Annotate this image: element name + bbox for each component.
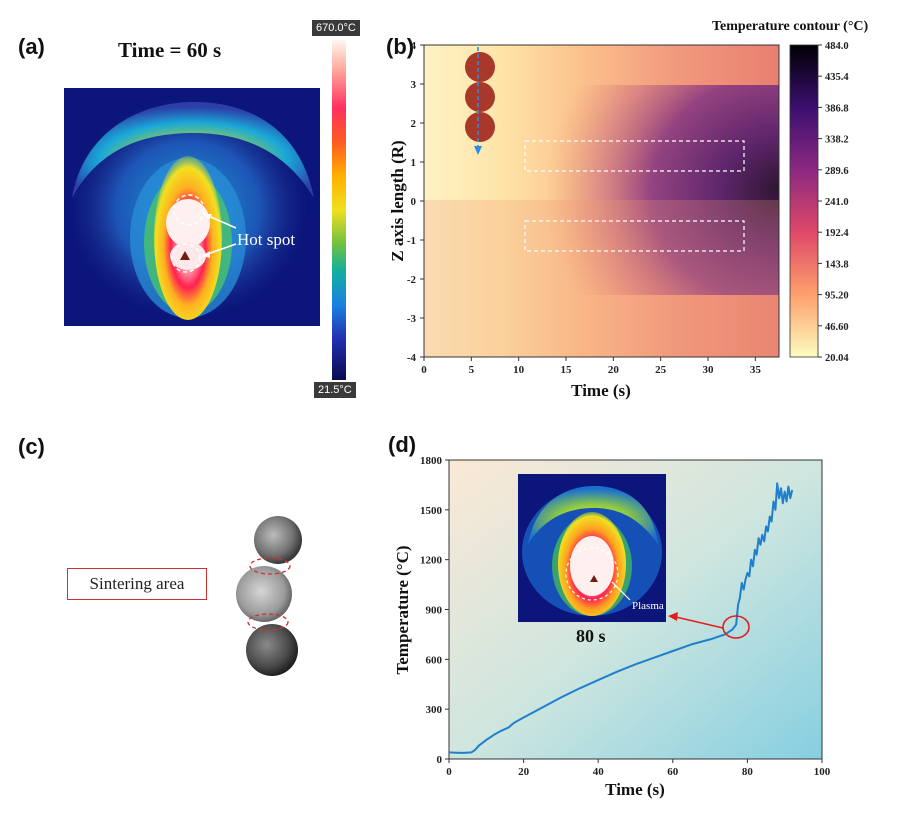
inset-time-label: 80 s: [576, 626, 606, 646]
sphere-upper: [254, 516, 302, 564]
temperature-ytick-label: 600: [426, 654, 443, 666]
contour-chart: 484.0 435.4 386.8 338.2 289.6 241.0 192.4 143.8…: [388, 40, 849, 400]
colorbar-tick-label: 289.6: [825, 166, 849, 177]
colorbar-tick-label: 143.8: [825, 259, 849, 270]
contour-xlabel: Time (s): [571, 381, 631, 400]
contour-ytick-label: 0: [411, 196, 417, 208]
inset-triangle-icon: [590, 575, 598, 582]
colorbar-tick-label: 192.4: [825, 228, 849, 239]
colorbar-tick-label: 241.0: [825, 197, 849, 208]
temperature-xtick-label: 60: [667, 766, 679, 778]
colorbar-tick-label: 95.20: [825, 291, 849, 302]
sphere-middle: [465, 82, 495, 112]
contour-ylabel: Z axis length (R): [388, 140, 407, 261]
temperature-ytick-label: 300: [426, 704, 443, 716]
hot-spot-marker-upper: [173, 194, 205, 226]
temperature-xtick-label: 0: [446, 766, 452, 778]
temperature-ytick-label: 900: [426, 605, 443, 617]
temperature-ytick-label: 0: [437, 754, 443, 766]
contour-xtick-label: 10: [513, 364, 525, 376]
temperature-xtick-label: 20: [518, 766, 530, 778]
contour-xtick-label: 30: [703, 364, 715, 376]
panel-a: Time = 60 s: [0, 0, 380, 410]
contour-xtick-label: 0: [421, 364, 427, 376]
contour-ytick-label: 3: [411, 79, 417, 91]
temperature-xtick-label: 80: [742, 766, 754, 778]
contour-ytick-label: -2: [407, 274, 417, 286]
arrow-down-icon: [474, 146, 482, 155]
sintered-spheres-photo: [236, 516, 302, 676]
sphere-center: [236, 566, 292, 622]
temperature-xtick-label: 40: [593, 766, 605, 778]
contour-title: Temperature contour (°C): [712, 19, 869, 34]
panel-label-b: (b): [386, 34, 415, 59]
sphere-top: [465, 52, 495, 82]
contour-ytick-label: 2: [411, 118, 417, 130]
panel-d: 0 20 40 60 80 100 0 300 600 900 1200 1500 1800 Time…: [380, 420, 923, 814]
contour-xtick-label: 35: [750, 364, 762, 376]
contour-ytick-label: 4: [411, 40, 417, 52]
thermal-scale-max: 670.0°C: [312, 20, 360, 36]
inset-plasma-arrow: [611, 581, 631, 601]
thermal-scale-min: 21.5°C: [314, 382, 356, 398]
contour-ytick-label: 1: [411, 157, 417, 169]
panel-label-d: (d): [388, 432, 417, 457]
thermal-colorbar: [332, 40, 346, 380]
contour-colorbar: [789, 44, 819, 358]
triangle-marker-icon: [180, 251, 190, 260]
region-box-lower: [524, 220, 745, 252]
temperature-ytick-label: 1500: [420, 505, 443, 517]
inset-plasma-circle: [565, 547, 619, 601]
hot-spot-marker-lower: [171, 243, 201, 273]
contour-xtick-label: 15: [561, 364, 573, 376]
sphere-bottom: [465, 112, 495, 142]
inset-plasma-label: Plasma: [632, 600, 664, 612]
sintering-area-label: Sintering area: [67, 568, 207, 600]
temperature-ylabel: Temperature (°C): [393, 545, 412, 674]
contour-ytick-label: -1: [407, 235, 416, 247]
plasma-onset-marker: [722, 615, 750, 639]
temperature-series-line: [448, 482, 794, 754]
panel-c: Sintering area: [0, 420, 380, 814]
colorbar-tick-label: 386.8: [825, 103, 849, 114]
sintering-neck-lower: [247, 613, 289, 631]
temperature-ytick-label: 1800: [420, 455, 443, 467]
contour-xtick-label: 25: [655, 364, 667, 376]
hot-spot-label: Hot spot: [237, 230, 296, 249]
inset-thermal-image: [518, 474, 666, 622]
panel-label-c: (c): [18, 434, 45, 459]
contour-ytick-label: -3: [407, 313, 417, 325]
temperature-ytick-label: 1200: [420, 555, 443, 567]
colorbar-tick-label: 20.04: [825, 353, 849, 364]
contour-xtick-label: 20: [608, 364, 620, 376]
sintering-neck-upper: [249, 557, 291, 575]
colorbar-tick-label: 435.4: [825, 72, 849, 83]
colorbar-tick-label: 338.2: [825, 135, 849, 146]
thermal-image: [64, 88, 320, 326]
sphere-lower: [246, 624, 298, 676]
panel-label-a: (a): [18, 34, 45, 59]
colorbar-tick-label: 484.0: [825, 41, 849, 52]
region-box-upper: [524, 140, 745, 172]
panel-b: Temperature contour (°C): [385, 0, 923, 410]
thermal-time-label: Time = 60 s: [118, 38, 222, 62]
plasma-pointer-arrow: [675, 616, 724, 629]
contour-xtick-label: 5: [469, 364, 475, 376]
contour-ytick-label: -4: [407, 352, 417, 364]
temperature-xtick-label: 100: [814, 766, 831, 778]
temperature-xlabel: Time (s): [605, 780, 665, 799]
colorbar-tick-label: 46.60: [825, 322, 849, 333]
